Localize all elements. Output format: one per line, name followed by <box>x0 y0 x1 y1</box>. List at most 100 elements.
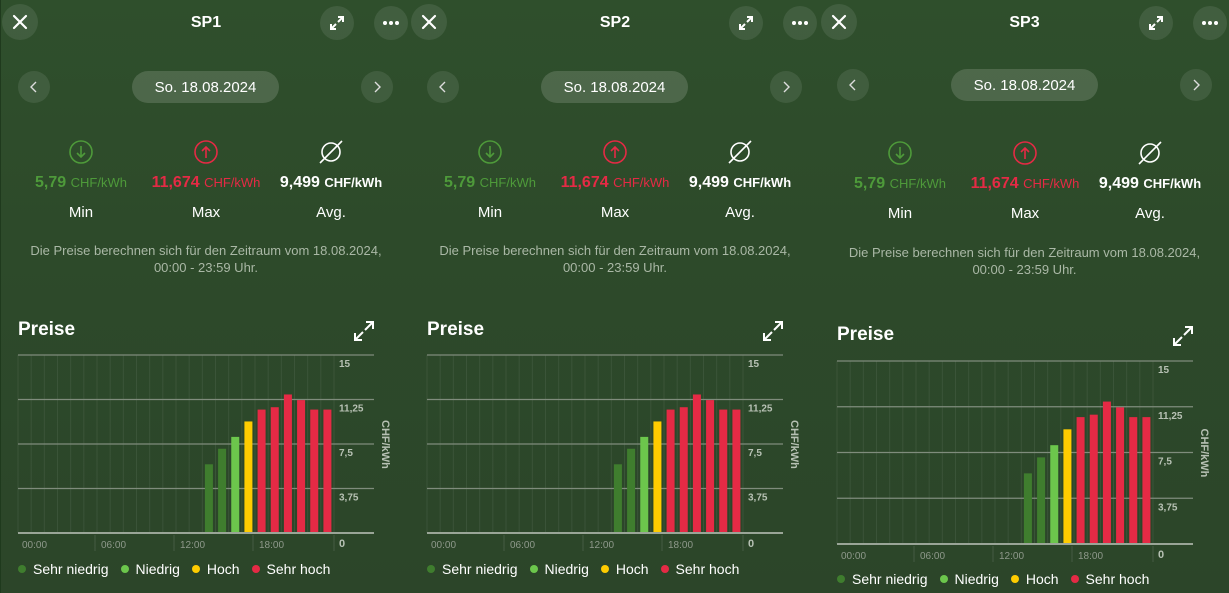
price-bar <box>257 409 266 532</box>
price-panel-sp1: SP1 So. 18.08.2024 5,79 CHF/kWh Min 11,6… <box>0 0 411 593</box>
next-day-button[interactable] <box>1180 69 1212 101</box>
y-tick-label: 0 <box>748 538 754 550</box>
y-axis-label: CHF/kWh <box>1198 429 1210 478</box>
y-tick-label: 11,25 <box>748 404 773 415</box>
chevron-right-icon <box>783 81 790 93</box>
price-bar <box>666 409 675 532</box>
fullscreen-button[interactable] <box>729 6 763 40</box>
date-picker-button[interactable]: So. 18.08.2024 <box>541 71 688 103</box>
max-value: 11,674 <box>560 174 609 191</box>
legend-item: Niedrig <box>939 571 999 587</box>
more-button[interactable] <box>783 6 817 40</box>
more-button[interactable] <box>374 6 408 40</box>
panel-title: SP1 <box>190 14 222 31</box>
close-button[interactable] <box>821 4 857 40</box>
max-value: 11,674 <box>151 174 200 191</box>
price-bar <box>1037 457 1046 543</box>
chart-legend: Sehr niedrig Niedrig Hoch Sehr hoch <box>427 561 739 577</box>
price-bar <box>297 400 306 532</box>
min-value: 5,79 <box>444 174 476 191</box>
avg-value: 9,499 <box>688 174 729 191</box>
legend-item: Hoch <box>191 561 240 577</box>
x-tick-label: 12:00 <box>999 551 1024 562</box>
max-stat: 11,674 CHF/kWh Max <box>547 139 683 221</box>
min-label: Min <box>68 204 94 221</box>
arrow-up-circle-icon <box>603 140 627 164</box>
avg-unit: CHF/kWh <box>1143 176 1202 191</box>
date-picker-button[interactable]: So. 18.08.2024 <box>132 71 279 103</box>
min-value: 5,79 <box>854 175 886 192</box>
next-day-button[interactable] <box>361 71 393 103</box>
legend-dot-icon <box>18 565 26 573</box>
legend-label: Sehr hoch <box>1085 571 1150 587</box>
expand-icon <box>1173 326 1193 346</box>
arrow-up-circle-icon <box>194 140 218 164</box>
legend-label: Sehr niedrig <box>33 561 109 577</box>
previous-day-button[interactable] <box>837 69 869 101</box>
legend-item: Sehr niedrig <box>427 561 518 577</box>
period-description: Die Preise berechnen sich für den Zeitra… <box>1 242 411 276</box>
expand-icon <box>330 16 344 30</box>
legend-dot-icon <box>837 575 845 583</box>
more-button[interactable] <box>1193 6 1227 40</box>
previous-day-button[interactable] <box>427 71 459 103</box>
chart-expand-button[interactable] <box>1172 325 1194 352</box>
price-bar <box>204 464 213 532</box>
min-unit: CHF/kWh <box>70 175 127 190</box>
price-bar <box>1129 417 1138 543</box>
close-button[interactable] <box>2 4 38 40</box>
price-bar <box>679 407 688 532</box>
section-title: Preise <box>837 324 895 345</box>
legend-label: Hoch <box>1025 571 1059 587</box>
avg-label: Avg. <box>725 204 755 221</box>
description-line-2: 00:00 - 23:59 Uhr. <box>153 260 259 275</box>
legend-dot-icon <box>529 565 538 573</box>
y-tick-label: 0 <box>1158 549 1164 561</box>
avg-stat: 9,499 CHF/kWh Avg. <box>1082 140 1218 222</box>
price-chart: 0 3,75 7,5 11,25 15 00:00 06:00 12:00 18:00 CHF/k… <box>17 354 391 551</box>
legend-label: Niedrig <box>954 571 999 587</box>
y-tick-label: 0 <box>339 538 345 550</box>
legend-item: Niedrig <box>529 561 589 577</box>
next-day-button[interactable] <box>770 71 802 103</box>
x-tick-label: 06:00 <box>510 540 535 551</box>
y-axis-label: CHF/kWh <box>788 420 800 469</box>
min-label: Min <box>887 205 913 222</box>
legend-item: Hoch <box>1010 571 1059 587</box>
previous-day-button[interactable] <box>18 71 50 103</box>
chevron-left-icon <box>849 79 856 91</box>
close-button[interactable] <box>411 4 447 40</box>
x-tick-label: 18:00 <box>1078 551 1103 562</box>
close-icon <box>12 14 28 30</box>
panel-title: SP3 <box>1009 14 1040 31</box>
date-picker-button[interactable]: So. 18.08.2024 <box>951 69 1098 101</box>
price-bar <box>1023 473 1032 543</box>
price-bar <box>719 409 728 532</box>
x-tick-label: 18:00 <box>259 540 284 551</box>
avg-unit: CHF/kWh <box>733 175 792 190</box>
price-bar <box>310 409 319 532</box>
price-bar <box>732 409 741 532</box>
fullscreen-button[interactable] <box>320 6 354 40</box>
price-panel-sp3: SP3 So. 18.08.2024 5,79 CHF/kWh Min 11,6… <box>820 0 1229 593</box>
x-tick-label: 00:00 <box>22 540 47 551</box>
chart-expand-button[interactable] <box>762 320 784 347</box>
legend-item: Niedrig <box>120 561 180 577</box>
legend-item: Hoch <box>600 561 649 577</box>
average-icon <box>1138 141 1162 165</box>
max-label: Max <box>1010 205 1040 222</box>
price-bar <box>283 394 292 532</box>
fullscreen-button[interactable] <box>1139 6 1173 40</box>
max-unit: CHF/kWh <box>1023 176 1080 191</box>
legend-item: Sehr niedrig <box>18 561 109 577</box>
y-tick-label: 7,5 <box>748 448 762 459</box>
average-icon <box>728 140 752 164</box>
legend-label: Sehr niedrig <box>852 571 928 587</box>
avg-unit: CHF/kWh <box>324 175 383 190</box>
min-label: Min <box>477 204 503 221</box>
min-value: 5,79 <box>35 174 67 191</box>
legend-label: Sehr niedrig <box>442 561 518 577</box>
chart-expand-button[interactable] <box>353 320 375 347</box>
avg-stat: 9,499 CHF/kWh Avg. <box>263 139 399 221</box>
legend-label: Sehr hoch <box>675 561 740 577</box>
